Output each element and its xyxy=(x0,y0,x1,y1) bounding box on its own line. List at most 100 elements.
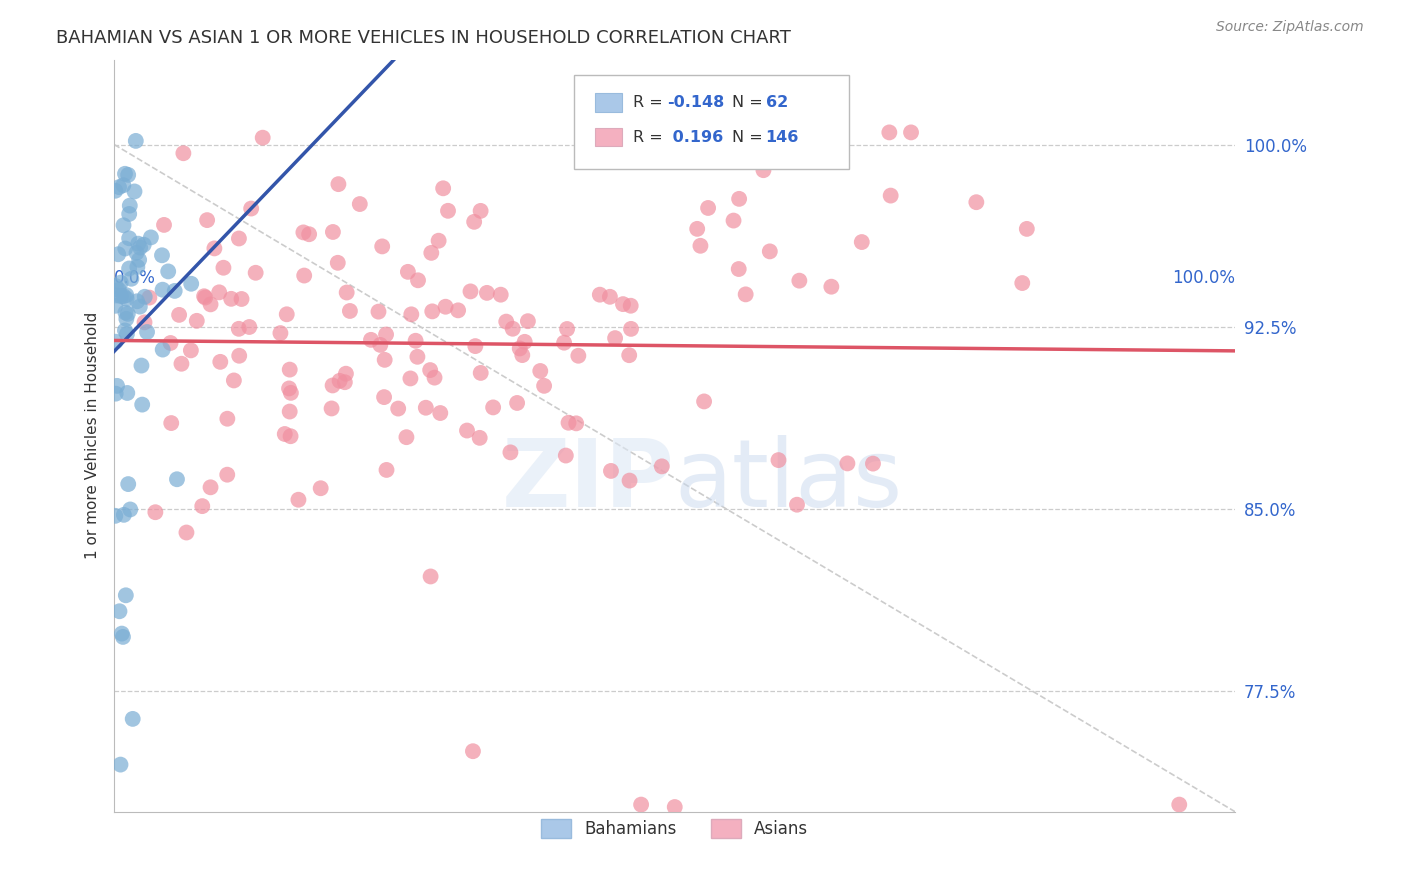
Point xyxy=(115,288,138,302)
Point xyxy=(693,394,716,409)
Point xyxy=(217,411,239,425)
Point xyxy=(118,207,141,221)
Point xyxy=(150,248,173,262)
Point xyxy=(399,371,422,385)
Point xyxy=(401,307,423,321)
Point xyxy=(114,305,136,319)
Point xyxy=(447,303,470,318)
Point xyxy=(620,299,643,313)
Point xyxy=(419,363,441,377)
Point xyxy=(117,307,139,321)
Point xyxy=(900,125,922,139)
Point xyxy=(112,508,135,522)
Point xyxy=(172,146,194,161)
Point xyxy=(120,502,142,516)
Point xyxy=(176,525,198,540)
Point xyxy=(278,404,301,418)
Point xyxy=(222,374,245,388)
Point xyxy=(612,297,634,311)
Point xyxy=(620,322,643,336)
Point xyxy=(110,289,132,303)
Point xyxy=(186,314,208,328)
Point xyxy=(432,181,454,195)
Point xyxy=(630,797,652,812)
Point xyxy=(129,241,152,255)
Point xyxy=(434,300,457,314)
Point xyxy=(419,569,441,583)
Point xyxy=(1015,222,1038,236)
Point xyxy=(167,308,190,322)
Point xyxy=(752,163,775,178)
Point xyxy=(396,265,419,279)
Point xyxy=(619,474,641,488)
Point xyxy=(437,203,460,218)
Text: 62: 62 xyxy=(765,95,787,110)
Point xyxy=(375,463,398,477)
Point xyxy=(212,260,235,275)
Point xyxy=(965,195,987,210)
Point xyxy=(499,445,522,459)
Point xyxy=(789,274,811,288)
Point xyxy=(245,266,267,280)
Point xyxy=(697,201,720,215)
Point xyxy=(464,339,486,353)
Point xyxy=(128,300,150,314)
Point xyxy=(619,348,641,362)
Point xyxy=(110,757,132,772)
Point xyxy=(862,457,884,471)
Point xyxy=(553,335,575,350)
Point xyxy=(117,477,139,491)
Point xyxy=(727,262,749,277)
Point xyxy=(231,292,253,306)
Point xyxy=(374,352,396,367)
Point xyxy=(463,215,485,229)
Point xyxy=(349,197,371,211)
Point xyxy=(108,283,131,297)
Point xyxy=(117,386,139,401)
Point xyxy=(128,252,150,267)
Point xyxy=(326,256,349,270)
FancyBboxPatch shape xyxy=(595,94,621,112)
Point xyxy=(468,431,491,445)
Point xyxy=(513,334,536,349)
Point xyxy=(555,322,578,336)
Point xyxy=(104,508,127,523)
Point xyxy=(557,416,579,430)
Point xyxy=(104,334,127,349)
Point xyxy=(292,268,315,283)
Point xyxy=(104,184,127,198)
Point xyxy=(195,213,218,227)
Point xyxy=(287,492,309,507)
Point xyxy=(105,288,128,302)
Point xyxy=(298,227,321,242)
Point xyxy=(193,289,215,303)
Point xyxy=(274,427,297,442)
Point xyxy=(121,712,143,726)
Point xyxy=(118,231,141,245)
Text: R =: R = xyxy=(633,129,668,145)
Point xyxy=(554,449,576,463)
Point xyxy=(509,342,531,356)
Point xyxy=(529,364,551,378)
Point xyxy=(879,125,901,139)
Point xyxy=(108,180,131,194)
Point xyxy=(759,244,782,259)
Text: ZIP: ZIP xyxy=(502,435,675,527)
Point xyxy=(105,379,128,393)
Point xyxy=(219,292,242,306)
Point xyxy=(139,230,162,244)
Point xyxy=(470,366,492,380)
Point xyxy=(280,429,302,443)
Text: 100.0%: 100.0% xyxy=(1173,269,1236,287)
Point xyxy=(879,188,901,202)
Point xyxy=(420,304,443,318)
Point xyxy=(405,334,427,348)
Point xyxy=(240,202,263,216)
Point xyxy=(111,626,134,640)
Point xyxy=(371,239,394,253)
Point xyxy=(651,459,673,474)
FancyBboxPatch shape xyxy=(595,128,621,146)
Point xyxy=(115,311,138,326)
Point xyxy=(115,326,138,341)
Text: BAHAMIAN VS ASIAN 1 OR MORE VEHICLES IN HOUSEHOLD CORRELATION CHART: BAHAMIAN VS ASIAN 1 OR MORE VEHICLES IN … xyxy=(56,29,792,46)
